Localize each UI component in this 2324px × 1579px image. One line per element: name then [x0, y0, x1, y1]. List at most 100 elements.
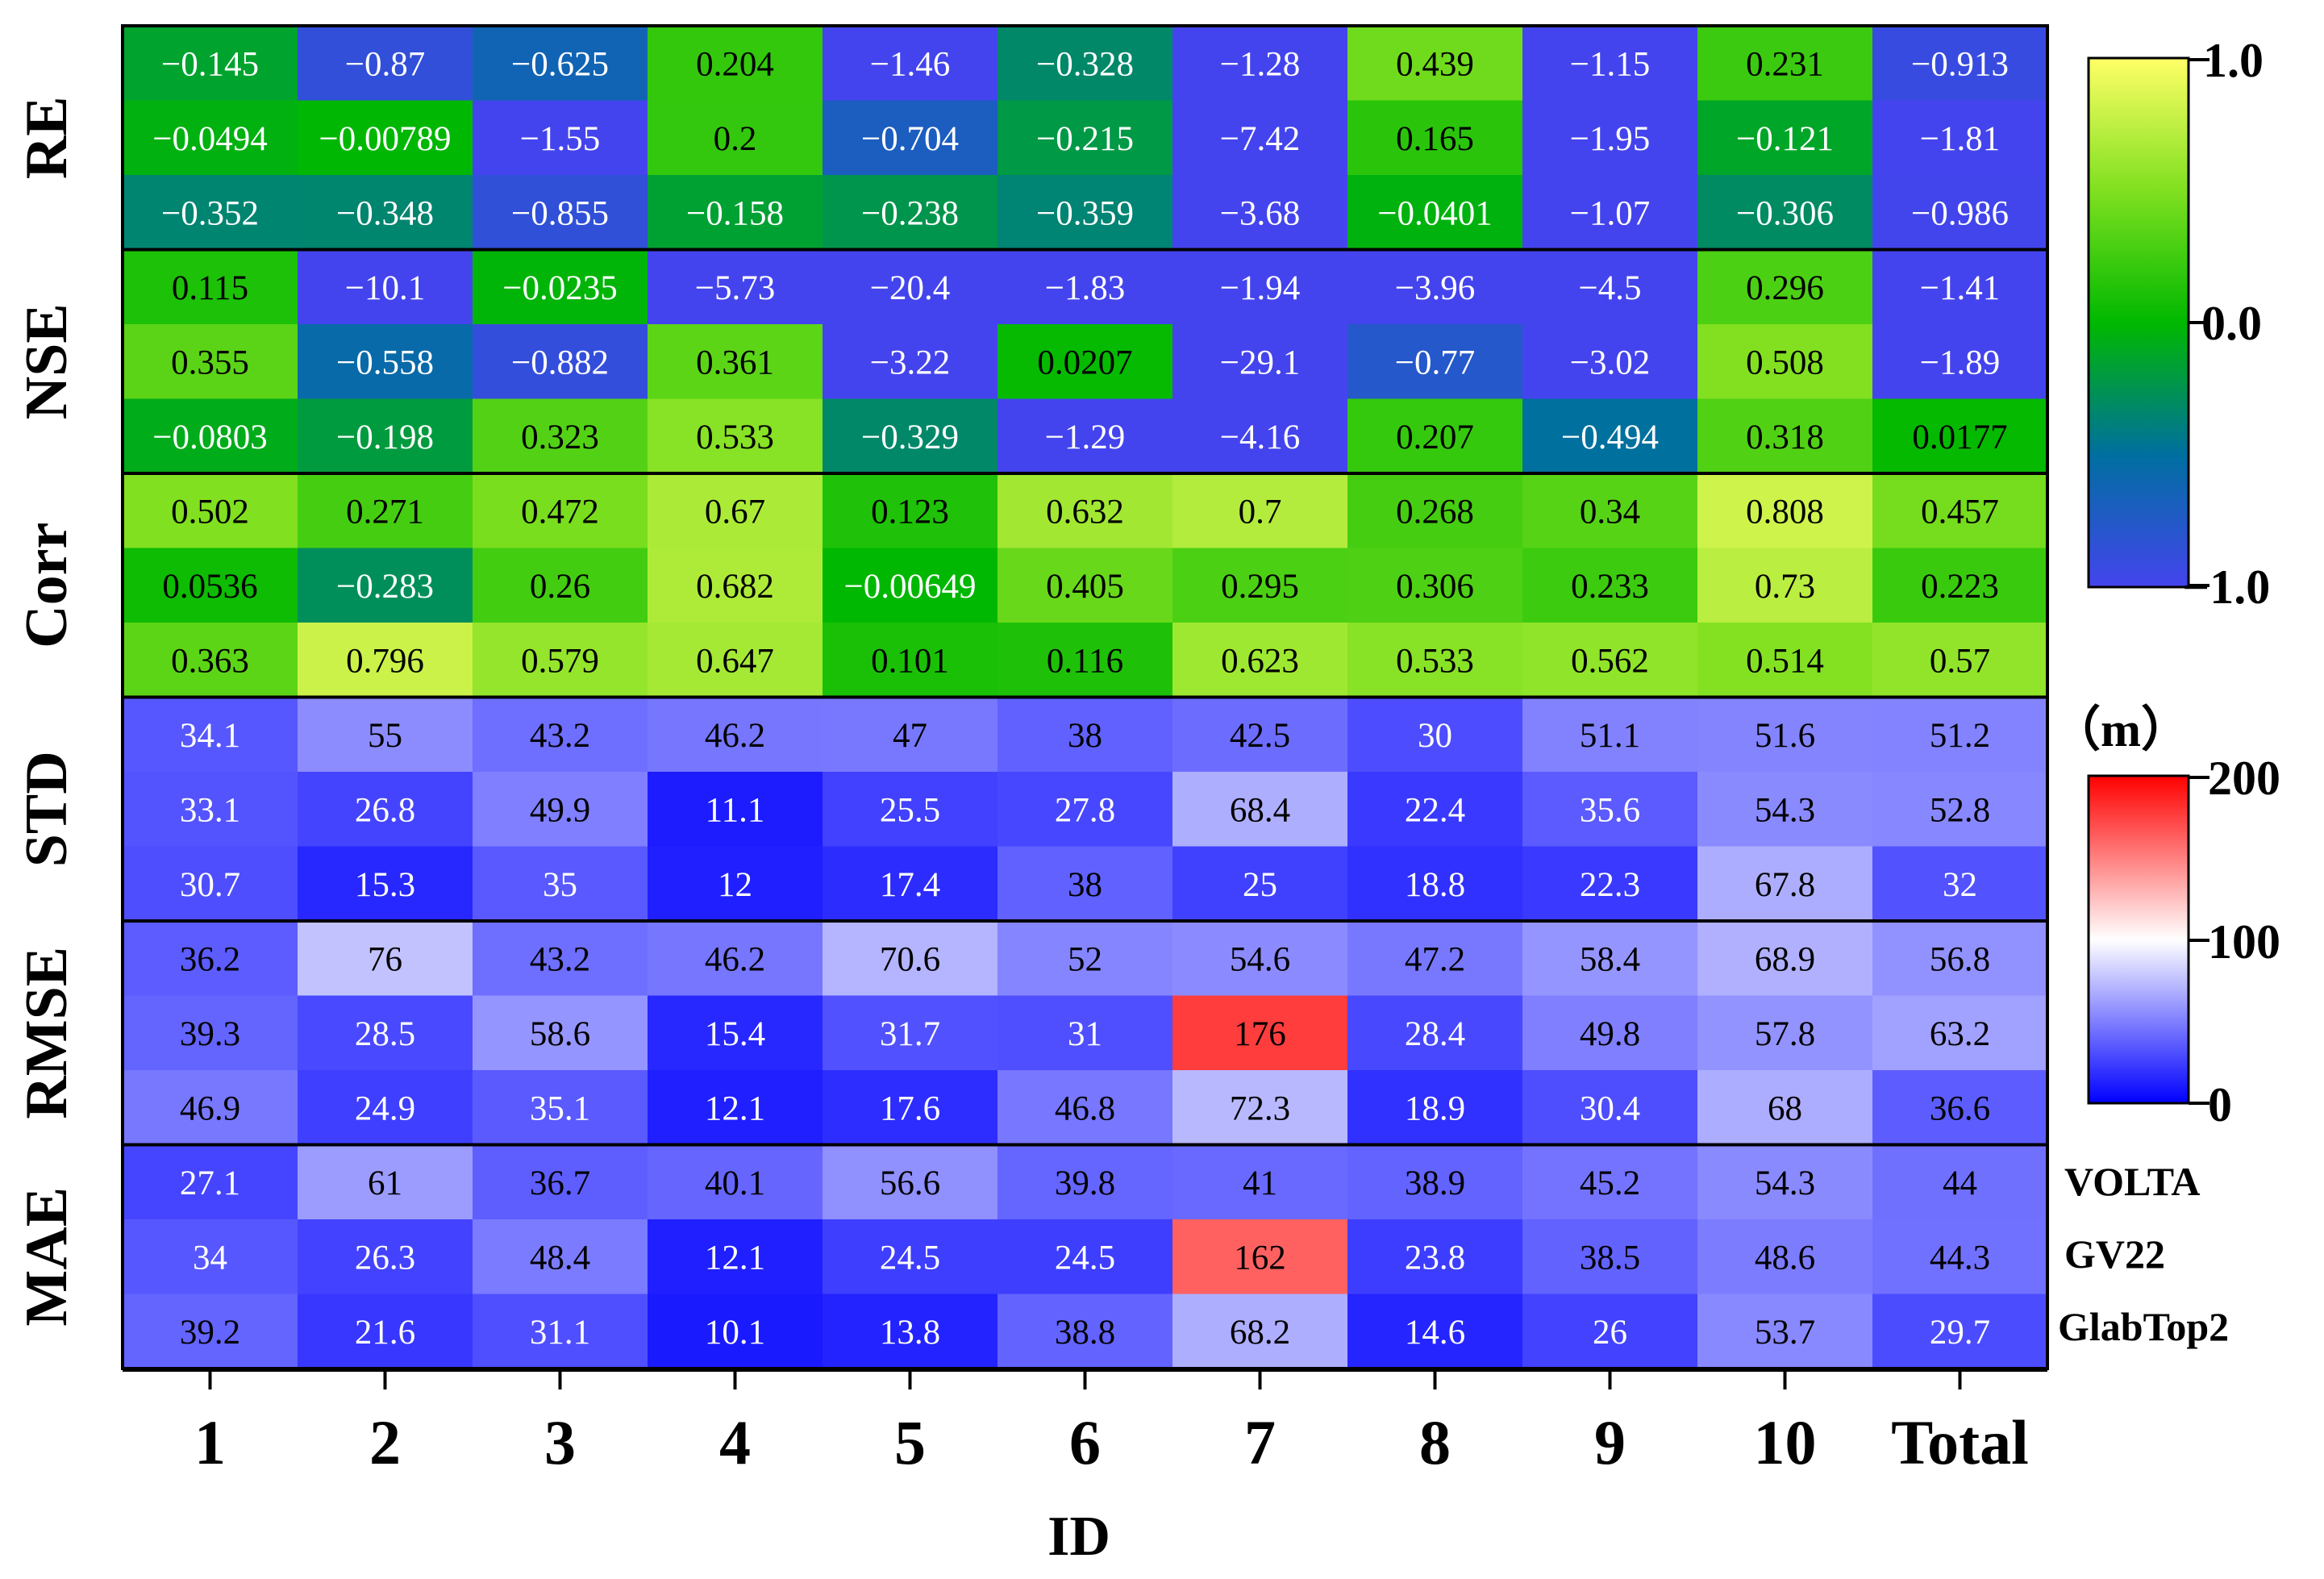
heatmap-cell — [997, 548, 1173, 623]
cell-value-label: −0.121 — [1736, 120, 1834, 158]
cell-value-label: 39.3 — [180, 1015, 240, 1053]
x-tick-label: 10 — [1754, 1407, 1817, 1477]
heatmap-cell — [1172, 1294, 1348, 1369]
x-tick-label: 3 — [544, 1407, 576, 1477]
cell-value-label: 38 — [1068, 717, 1102, 755]
heatmap-cell — [1522, 772, 1698, 848]
cell-value-label: 0.508 — [1746, 344, 1824, 381]
heatmap-cell — [473, 772, 648, 848]
heatmap-cell — [1522, 995, 1698, 1071]
heatmap-cell — [1697, 26, 1873, 102]
heatmap-cell — [1522, 697, 1698, 773]
cell-value-label: 54.3 — [1755, 791, 1815, 829]
heatmap-cell — [823, 1144, 998, 1220]
heatmap-cell — [1697, 772, 1873, 848]
heatmap-cell — [123, 398, 298, 474]
cell-value-label: −0.625 — [511, 45, 609, 83]
heatmap-cell — [298, 921, 473, 997]
heatmap-cell — [1172, 398, 1348, 474]
cell-value-label: −1.15 — [1570, 45, 1651, 83]
heatmap-cell — [823, 921, 998, 997]
cell-value-label: −1.95 — [1570, 120, 1651, 158]
cell-value-label: 35.1 — [530, 1089, 590, 1127]
heatmap-cell — [473, 846, 648, 922]
heatmap-cell — [298, 398, 473, 474]
cell-value-label: 0.101 — [871, 642, 949, 680]
heatmap-cell — [1697, 1294, 1873, 1369]
heatmap-cell — [823, 324, 998, 400]
cell-value-label: −0.00789 — [319, 120, 451, 158]
heatmap-cell — [123, 1070, 298, 1146]
heatmap-cell — [997, 398, 1173, 474]
heatmap-cell — [298, 548, 473, 623]
heatmap-cell — [1697, 846, 1873, 922]
cell-value-label: −0.352 — [161, 194, 259, 232]
cell-value-label: −0.306 — [1736, 194, 1834, 232]
heatmap-cell — [123, 548, 298, 623]
cell-value-label: 0.647 — [696, 642, 774, 680]
cell-value-label: 0.472 — [521, 493, 599, 531]
metric-label: NSE — [14, 303, 80, 419]
heatmap-cell — [648, 623, 823, 698]
heatmap-cell — [1522, 175, 1698, 251]
cell-value-label: −10.1 — [345, 269, 426, 307]
cell-value-label: −3.22 — [870, 344, 951, 381]
cell-value-label: −0.882 — [511, 344, 609, 381]
cell-value-label: 0.233 — [1571, 568, 1649, 606]
heatmap-cell — [1172, 249, 1348, 325]
heatmap-cell — [298, 623, 473, 698]
heatmap-cell — [1697, 100, 1873, 176]
colorbar-diverging-tick-label: 0.0 — [2201, 297, 2262, 350]
cell-value-label: 0.7 — [1239, 493, 1282, 531]
heatmap-cell — [473, 26, 648, 102]
metric-label: STD — [14, 751, 80, 867]
heatmap-cell — [823, 473, 998, 549]
cell-value-label: 11.1 — [706, 791, 765, 829]
cell-value-label: 38 — [1068, 866, 1102, 904]
heatmap-cell — [648, 1219, 823, 1295]
cell-value-label: 54.6 — [1230, 940, 1290, 978]
cell-value-label: −0.0235 — [502, 269, 618, 307]
heatmap-cell — [997, 1144, 1173, 1220]
model-label-gv22: GV22 — [2064, 1231, 2165, 1277]
cell-value-label: 0.514 — [1746, 642, 1824, 680]
heatmap-cell — [123, 324, 298, 400]
cell-value-label: 52.8 — [1930, 791, 1990, 829]
cell-value-label: 44.3 — [1930, 1239, 1990, 1277]
heatmap-cell — [1522, 1070, 1698, 1146]
cell-value-label: 14.6 — [1405, 1314, 1465, 1352]
heatmap-cell — [1347, 1219, 1523, 1295]
heatmap-cell — [1697, 548, 1873, 623]
heatmap-cell — [298, 846, 473, 922]
cell-value-label: 18.8 — [1405, 866, 1465, 904]
cell-value-label: 70.6 — [880, 940, 940, 978]
heatmap-cell — [823, 623, 998, 698]
heatmap-cell — [123, 995, 298, 1071]
cell-value-label: −0.198 — [336, 419, 434, 456]
heatmap-cell — [298, 1070, 473, 1146]
x-tick-label: 5 — [894, 1407, 926, 1477]
heatmap-cell — [1172, 1144, 1348, 1220]
heatmap-cell — [473, 921, 648, 997]
heatmap-cell — [823, 175, 998, 251]
cell-value-label: 34.1 — [180, 717, 240, 755]
heatmap-cell — [648, 995, 823, 1071]
heatmap-cell — [1872, 249, 2048, 325]
heatmap-cell — [1872, 697, 2048, 773]
heatmap-cell — [997, 846, 1173, 922]
cell-value-label: 162 — [1234, 1239, 1286, 1277]
heatmap-cell — [648, 697, 823, 773]
heatmap-cell — [298, 324, 473, 400]
cell-value-label: 32 — [1943, 866, 1977, 904]
heatmap-cell — [298, 697, 473, 773]
cell-value-label: 0.533 — [1396, 642, 1474, 680]
cell-value-label: −29.1 — [1220, 344, 1301, 381]
cell-value-label: 0.204 — [696, 45, 774, 83]
heatmap-cell — [1522, 1144, 1698, 1220]
colorbar-diverging-tick-label: −1.0 — [2182, 560, 2270, 614]
cell-value-label: 27.1 — [180, 1164, 240, 1202]
heatmap-cell — [1172, 772, 1348, 848]
cell-value-label: 21.6 — [355, 1314, 415, 1352]
cell-value-label: 40.1 — [705, 1164, 765, 1202]
cell-value-label: 22.3 — [1580, 866, 1640, 904]
